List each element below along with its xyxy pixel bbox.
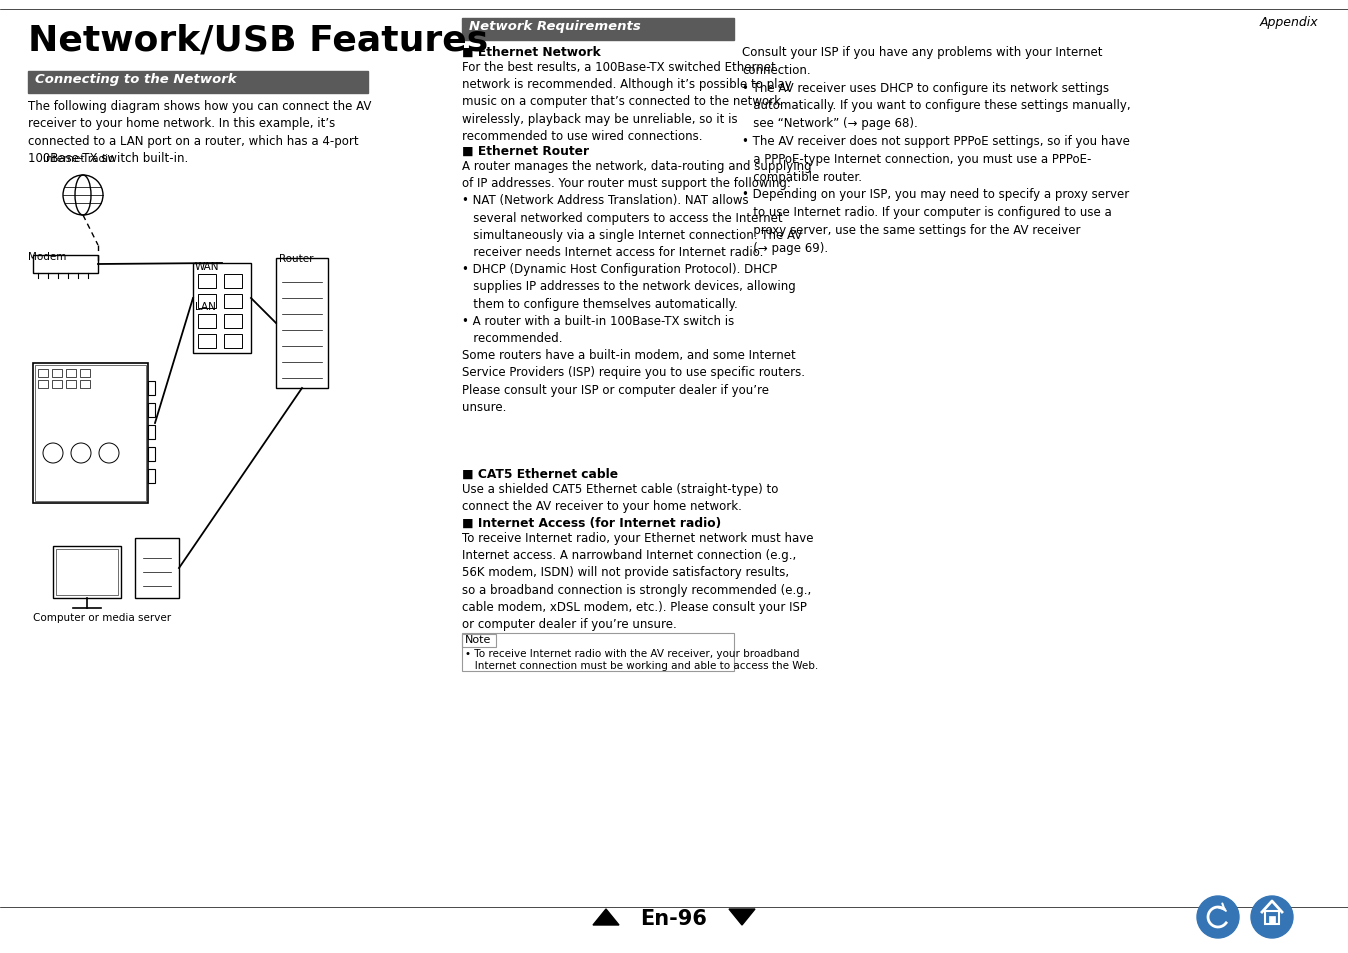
- Bar: [198, 335, 216, 349]
- Text: ■ CAT5 Ethernet cable: ■ CAT5 Ethernet cable: [462, 468, 619, 480]
- Text: En-96: En-96: [640, 908, 708, 928]
- Bar: [148, 403, 155, 417]
- Text: For the best results, a 100Base-TX switched Ethernet
network is recommended. Alt: For the best results, a 100Base-TX switc…: [462, 61, 791, 143]
- Bar: [57, 550, 119, 596]
- Bar: [1268, 916, 1275, 924]
- Text: A router manages the network, data-routing and supplying
of IP addresses. Your r: A router manages the network, data-routi…: [462, 160, 811, 414]
- Bar: [38, 370, 49, 377]
- Bar: [53, 370, 62, 377]
- Text: LAN: LAN: [195, 302, 216, 312]
- Bar: [135, 538, 179, 598]
- Text: Internet radio: Internet radio: [43, 153, 115, 164]
- Text: Computer or media server: Computer or media server: [32, 613, 171, 622]
- Text: To receive Internet radio, your Ethernet network must have
Internet access. A na: To receive Internet radio, your Ethernet…: [462, 532, 813, 630]
- Bar: [32, 255, 98, 274]
- Bar: [66, 380, 75, 389]
- Bar: [224, 274, 243, 289]
- Circle shape: [1197, 896, 1239, 938]
- Polygon shape: [593, 909, 619, 925]
- Text: ■ Ethernet Router: ■ Ethernet Router: [462, 145, 589, 158]
- Bar: [1264, 911, 1279, 924]
- Bar: [53, 380, 62, 389]
- Text: Connecting to the Network: Connecting to the Network: [35, 73, 237, 86]
- Bar: [38, 380, 49, 389]
- Bar: [224, 314, 243, 329]
- Bar: [276, 258, 328, 389]
- Bar: [198, 294, 216, 309]
- Text: The following diagram shows how you can connect the AV
receiver to your home net: The following diagram shows how you can …: [28, 100, 372, 165]
- Text: Appendix: Appendix: [1259, 16, 1318, 29]
- Bar: [35, 366, 146, 501]
- Circle shape: [1251, 896, 1293, 938]
- Bar: [462, 635, 496, 647]
- Bar: [462, 19, 735, 41]
- Polygon shape: [729, 909, 755, 925]
- Text: Network/USB Features: Network/USB Features: [28, 24, 488, 58]
- Text: Consult your ISP if you have any problems with your Internet
connection.
• The A: Consult your ISP if you have any problem…: [741, 46, 1131, 254]
- Bar: [148, 381, 155, 395]
- Bar: [198, 314, 216, 329]
- Text: Modem: Modem: [28, 252, 66, 262]
- Bar: [28, 71, 368, 94]
- Bar: [66, 370, 75, 377]
- Text: ■ Internet Access (for Internet radio): ■ Internet Access (for Internet radio): [462, 517, 721, 530]
- Bar: [148, 426, 155, 439]
- Bar: [53, 546, 121, 598]
- Bar: [148, 448, 155, 461]
- Bar: [148, 470, 155, 483]
- Bar: [80, 380, 90, 389]
- Bar: [198, 274, 216, 289]
- Bar: [32, 364, 148, 503]
- Bar: [462, 634, 735, 671]
- Bar: [224, 294, 243, 309]
- Text: Network Requirements: Network Requirements: [469, 20, 640, 33]
- Bar: [224, 335, 243, 349]
- Text: ■ Ethernet Network: ■ Ethernet Network: [462, 46, 601, 59]
- Bar: [80, 370, 90, 377]
- Bar: [193, 264, 251, 354]
- Text: Router: Router: [279, 253, 314, 264]
- Text: WAN: WAN: [195, 262, 220, 272]
- Text: Use a shielded CAT5 Ethernet cable (straight-type) to
connect the AV receiver to: Use a shielded CAT5 Ethernet cable (stra…: [462, 482, 778, 513]
- Text: Note: Note: [465, 635, 492, 644]
- Text: • To receive Internet radio with the AV receiver, your broadband
   Internet con: • To receive Internet radio with the AV …: [465, 648, 818, 671]
